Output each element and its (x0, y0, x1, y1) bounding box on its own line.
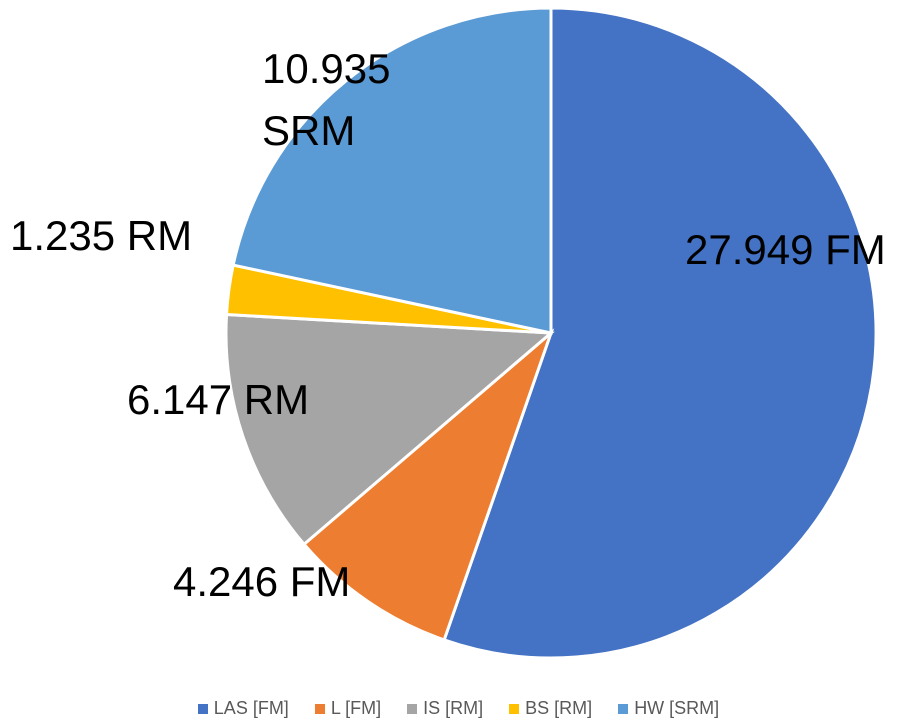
legend-swatch (618, 703, 629, 714)
legend-item: LAS [FM] (197, 698, 289, 719)
data-label: 1.235 RM (10, 212, 193, 259)
legend-swatch (197, 703, 208, 714)
legend-item: IS [RM] (407, 698, 483, 719)
legend-label: HW [SRM] (634, 698, 720, 718)
pie-slice (301, 328, 555, 642)
legend-item: HW [SRM] (618, 698, 719, 719)
pie-slice (224, 312, 555, 547)
legend-item: BS [RM] (509, 698, 592, 719)
legend-item: L [FM] (314, 698, 382, 719)
legend-label: BS [RM] (525, 698, 593, 718)
data-label: 6.147 RM (127, 376, 310, 423)
data-label: 27.949 FM (685, 226, 886, 273)
legend-label: IS [RM] (423, 698, 484, 718)
legend-label: L [FM] (330, 698, 382, 718)
legend-swatch (314, 703, 325, 714)
data-label: 4.246 FM (173, 558, 351, 605)
legend-label: LAS [FM] (213, 698, 289, 718)
legend-swatch (407, 703, 418, 714)
legend: LAS [FM] L [FM] IS [RM] BS [RM] HW [SRM] (0, 698, 917, 719)
data-label: 10.935 SRM (262, 45, 391, 154)
legend-swatch (509, 703, 520, 714)
pie-slice (231, 6, 553, 335)
